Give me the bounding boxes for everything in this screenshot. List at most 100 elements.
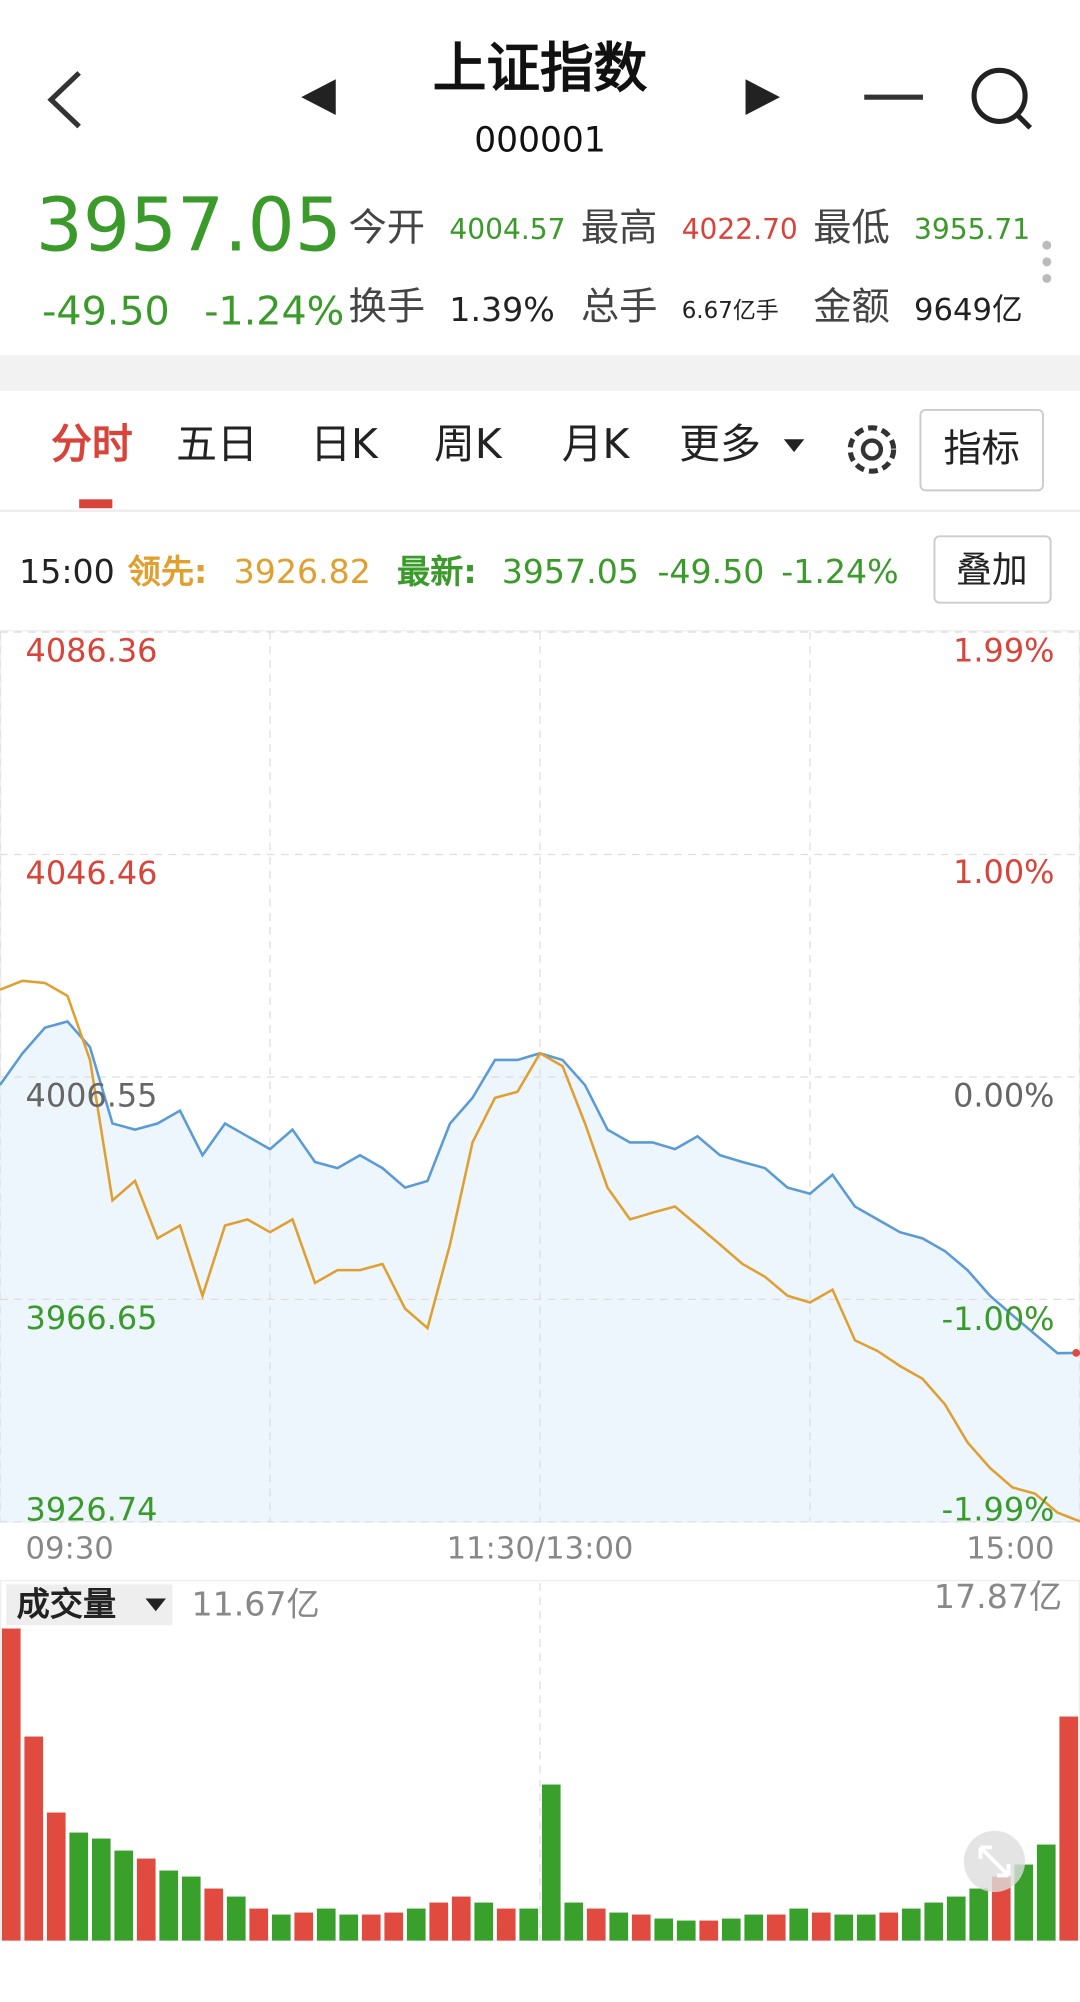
change-pct: -1.24%: [204, 289, 344, 335]
stat-label: 今开: [349, 205, 426, 250]
prev-button[interactable]: [301, 79, 336, 116]
dropdown-arrow: [783, 439, 805, 453]
y-tick-label: 4086.36: [26, 631, 158, 669]
volume-bar: [744, 1914, 764, 1941]
volume-bar: [181, 1876, 201, 1941]
lead-label: 领先:: [128, 552, 208, 591]
stat-label: 换手: [349, 285, 426, 330]
latest-label: 最新:: [397, 552, 477, 591]
volume-bar: [564, 1902, 584, 1941]
volume-bar: [766, 1914, 786, 1941]
tab[interactable]: 五日: [176, 420, 258, 468]
settings-button[interactable]: [847, 425, 897, 474]
volume-bar: [721, 1918, 741, 1941]
volume-bar: [24, 1736, 44, 1941]
stat-value: 3955.71: [914, 213, 1030, 246]
volume-bar: [789, 1908, 809, 1941]
price-chart: 4086.36 4046.46 4006.55 3966.65 3926.74 1.99%…: [0, 631, 1080, 1566]
dropdown-arrow: [145, 1598, 166, 1612]
volume-bar: [901, 1908, 921, 1941]
volume-bar: [226, 1896, 246, 1941]
x-tick-label: 15:00: [966, 1531, 1054, 1566]
indicator-button-label: 指标: [943, 426, 1020, 471]
volume-bar: [406, 1908, 426, 1941]
tab[interactable]: 周K: [434, 420, 503, 468]
expand-button[interactable]: [963, 1830, 1026, 1893]
tab[interactable]: 日K: [310, 420, 379, 468]
volume-bar: [991, 1876, 1011, 1941]
volume-bar: [1, 1628, 21, 1941]
volume-bar: [834, 1914, 854, 1941]
volume-bar: [676, 1920, 696, 1941]
volume-bar: [496, 1908, 516, 1941]
volume-bar: [361, 1914, 381, 1941]
tab-indicator: [79, 499, 113, 509]
stat-value: 6.67亿手: [682, 298, 779, 324]
tab[interactable]: 更多: [679, 420, 761, 468]
stat-label: 总手: [581, 285, 658, 330]
volume-bar: [1014, 1864, 1034, 1941]
volume-bar: [249, 1908, 269, 1941]
volume-bar: [811, 1912, 831, 1941]
overlay-button[interactable]: [933, 535, 1052, 604]
volume-bar: [609, 1912, 629, 1941]
price-line: [0, 979, 1080, 1523]
back-button[interactable]: [47, 71, 81, 129]
volume-bar: [91, 1838, 111, 1941]
volume-bar: [451, 1896, 471, 1941]
y-tick-label: 3926.74: [26, 1491, 158, 1529]
y2-tick-label: 0.00%: [953, 1076, 1054, 1114]
last-point: [1072, 1349, 1080, 1357]
volume-bar: [271, 1914, 291, 1941]
next-button[interactable]: [745, 79, 780, 116]
y2-tick-label: -1.99%: [942, 1491, 1055, 1529]
volume-bar: [1036, 1844, 1056, 1941]
overlay-button-label: 叠加: [956, 550, 1027, 591]
volume-bar: [474, 1902, 494, 1941]
volume-title: 成交量: [17, 1585, 117, 1624]
price: 3957.05: [36, 182, 342, 268]
volume-bar: [294, 1912, 314, 1941]
tab[interactable]: 分时: [51, 420, 133, 468]
y2-tick-label: 1.00%: [953, 853, 1054, 891]
x-tick-label: 09:30: [26, 1531, 114, 1566]
volume-bar: [316, 1908, 336, 1941]
volume-bar: [879, 1912, 899, 1941]
volume-bar: [429, 1902, 449, 1941]
y-tick-label: 4006.55: [26, 1076, 158, 1114]
volume-selector[interactable]: [6, 1584, 173, 1626]
stat-label: 最低: [813, 205, 890, 250]
latest-pct: -1.24%: [781, 552, 898, 591]
volume-bar: [204, 1888, 224, 1941]
latest-value: 3957.05: [502, 552, 639, 591]
y-tick-label: 3966.65: [26, 1299, 158, 1337]
volume-chart: 17.87亿: [1, 1577, 1079, 1941]
stat-value: 4004.57: [449, 213, 565, 246]
volume-bar: [856, 1914, 876, 1941]
volume-bar: [114, 1850, 134, 1941]
volume-bar: [159, 1870, 179, 1941]
search-button[interactable]: [971, 67, 1033, 130]
volume-bar: [339, 1914, 359, 1941]
x-tick-label: 11:30/13:00: [447, 1531, 634, 1566]
indicator-button[interactable]: [919, 408, 1044, 492]
y2-tick-label: 1.99%: [953, 631, 1054, 669]
y-tick-label: 17.87亿: [934, 1577, 1062, 1616]
volume-bar: [699, 1920, 719, 1941]
volume-annotation: 11.67亿: [191, 1585, 319, 1624]
title: 上证指数: [433, 36, 648, 99]
info-time: 15:00: [19, 552, 115, 591]
volume-bar: [654, 1918, 674, 1941]
volume-bar: [1059, 1716, 1079, 1941]
y-tick-label: 4046.46: [26, 854, 158, 892]
tab[interactable]: 月K: [562, 420, 631, 468]
y2-tick-label: -1.00%: [942, 1300, 1055, 1338]
more-dots[interactable]: [1042, 240, 1052, 283]
volume-bar: [519, 1908, 539, 1941]
code: 000001: [474, 120, 606, 160]
volume-bar: [46, 1812, 66, 1941]
stat-value: 9649亿: [914, 293, 1023, 328]
volume-bar: [541, 1784, 561, 1941]
